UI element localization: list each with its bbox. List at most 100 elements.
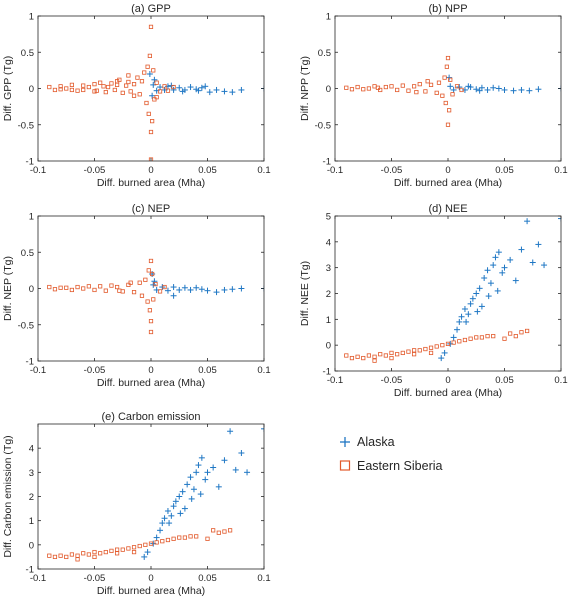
- point-eastern-siberia: [411, 352, 417, 357]
- point-eastern-siberia: [109, 548, 114, 553]
- x-tick-label: -0.05: [84, 165, 106, 176]
- point-alaska: [510, 87, 517, 94]
- point-alaska: [518, 86, 525, 93]
- point-eastern-siberia: [94, 88, 99, 93]
- point-eastern-siberia: [109, 81, 114, 86]
- point-eastern-siberia: [445, 55, 451, 61]
- point-eastern-siberia: [177, 535, 182, 540]
- point-alaska: [204, 287, 211, 294]
- x-tick-label: -0.1: [30, 165, 46, 176]
- point-alaska: [157, 84, 164, 91]
- point-eastern-siberia: [131, 545, 137, 550]
- point-alaska: [195, 87, 202, 94]
- point-alaska: [149, 92, 156, 99]
- point-eastern-siberia: [222, 529, 227, 534]
- y-tick-label: -1: [323, 367, 331, 378]
- point-eastern-siberia: [153, 282, 158, 287]
- point-alaska: [450, 334, 457, 341]
- point-eastern-siberia: [69, 552, 74, 557]
- legend-label-alaska: Alaska: [357, 435, 395, 449]
- point-eastern-siberia: [389, 84, 394, 89]
- point-eastern-siberia: [154, 80, 159, 85]
- panel-npp: -0.1 -0.05 0 0.05 0.1 -1 -0.5 0 0.5 1 (b) NPP Diff.…: [299, 3, 568, 189]
- point-eastern-siberia: [395, 352, 400, 357]
- point-alaska: [206, 89, 213, 96]
- point-eastern-siberia: [372, 358, 377, 363]
- y-axis-label: Diff. NEP (Tg): [2, 256, 14, 321]
- point-eastern-siberia: [58, 285, 63, 290]
- point-eastern-siberia: [361, 87, 366, 92]
- point-alaska: [465, 311, 472, 318]
- point-alaska: [144, 549, 151, 556]
- point-alaska: [146, 71, 153, 77]
- point-alaska: [512, 277, 519, 284]
- point-alaska: [490, 262, 497, 269]
- point-eastern-siberia: [372, 354, 377, 359]
- y-tick-label: 5: [326, 212, 331, 223]
- point-eastern-siberia: [366, 353, 372, 358]
- point-eastern-siberia: [64, 86, 69, 91]
- point-eastern-siberia: [448, 77, 453, 82]
- y-tick-label: -0.5: [18, 320, 34, 331]
- point-alaska: [164, 287, 171, 294]
- point-eastern-siberia: [143, 277, 148, 282]
- point-eastern-siberia: [75, 88, 80, 93]
- point-eastern-siberia: [434, 90, 439, 95]
- point-eastern-siberia: [86, 284, 91, 289]
- point-eastern-siberia: [143, 542, 148, 547]
- point-eastern-siberia: [148, 329, 154, 335]
- y-tick-label: 4: [29, 444, 34, 455]
- y-tick-label: -0.5: [18, 120, 34, 131]
- point-eastern-siberia: [150, 271, 155, 277]
- point-eastern-siberia: [454, 84, 460, 89]
- point-eastern-siberia: [436, 80, 442, 85]
- y-axis-label: Diff. Carbon emission (Tg): [2, 435, 14, 557]
- point-eastern-siberia: [64, 554, 69, 560]
- point-alaska: [456, 84, 463, 91]
- y-tick-label: 1: [29, 516, 34, 527]
- point-alaska: [454, 326, 461, 333]
- point-alaska: [170, 284, 177, 291]
- point-eastern-siberia: [81, 87, 86, 93]
- x-tick-label: -0.1: [327, 375, 343, 386]
- point-eastern-siberia: [92, 89, 97, 94]
- point-eastern-siberia: [58, 84, 63, 89]
- legend: Alaska Eastern Siberia: [339, 435, 443, 473]
- y-tick-label: 1: [326, 12, 331, 23]
- point-eastern-siberia: [92, 287, 97, 293]
- point-eastern-siberia: [423, 89, 428, 94]
- point-eastern-siberia: [92, 554, 97, 560]
- x-tick-label: 0.05: [198, 165, 217, 176]
- point-eastern-siberia: [443, 100, 448, 106]
- point-eastern-siberia: [157, 89, 163, 94]
- point-alaska: [221, 88, 228, 95]
- point-eastern-siberia: [126, 546, 131, 551]
- point-eastern-siberia: [406, 88, 411, 93]
- y-tick-label: 0: [29, 540, 34, 551]
- point-eastern-siberia: [75, 557, 80, 562]
- point-alaska: [485, 293, 492, 300]
- point-alaska: [469, 295, 476, 302]
- point-eastern-siberia: [69, 87, 74, 93]
- point-alaska: [467, 300, 474, 307]
- x-tick-label: -0.05: [381, 375, 403, 386]
- point-alaska: [153, 534, 160, 541]
- point-alaska: [170, 86, 177, 93]
- y-tick-label: 3: [326, 263, 331, 274]
- point-eastern-siberia: [513, 334, 518, 339]
- point-alaska: [456, 318, 463, 325]
- y-tick-label: -1: [26, 157, 34, 168]
- point-eastern-siberia: [205, 536, 210, 541]
- data-points: [344, 216, 561, 363]
- point-alaska: [187, 84, 194, 91]
- point-alaska: [441, 349, 448, 356]
- point-alaska: [501, 264, 508, 271]
- point-alaska: [481, 275, 488, 281]
- point-eastern-siberia: [154, 95, 159, 100]
- point-eastern-siberia: [171, 84, 176, 90]
- point-eastern-siberia: [194, 534, 199, 539]
- x-axis-label: Diff. burned area (Mha): [97, 377, 205, 389]
- point-alaska: [495, 85, 502, 92]
- point-eastern-siberia: [103, 549, 108, 555]
- point-alaska: [210, 464, 217, 471]
